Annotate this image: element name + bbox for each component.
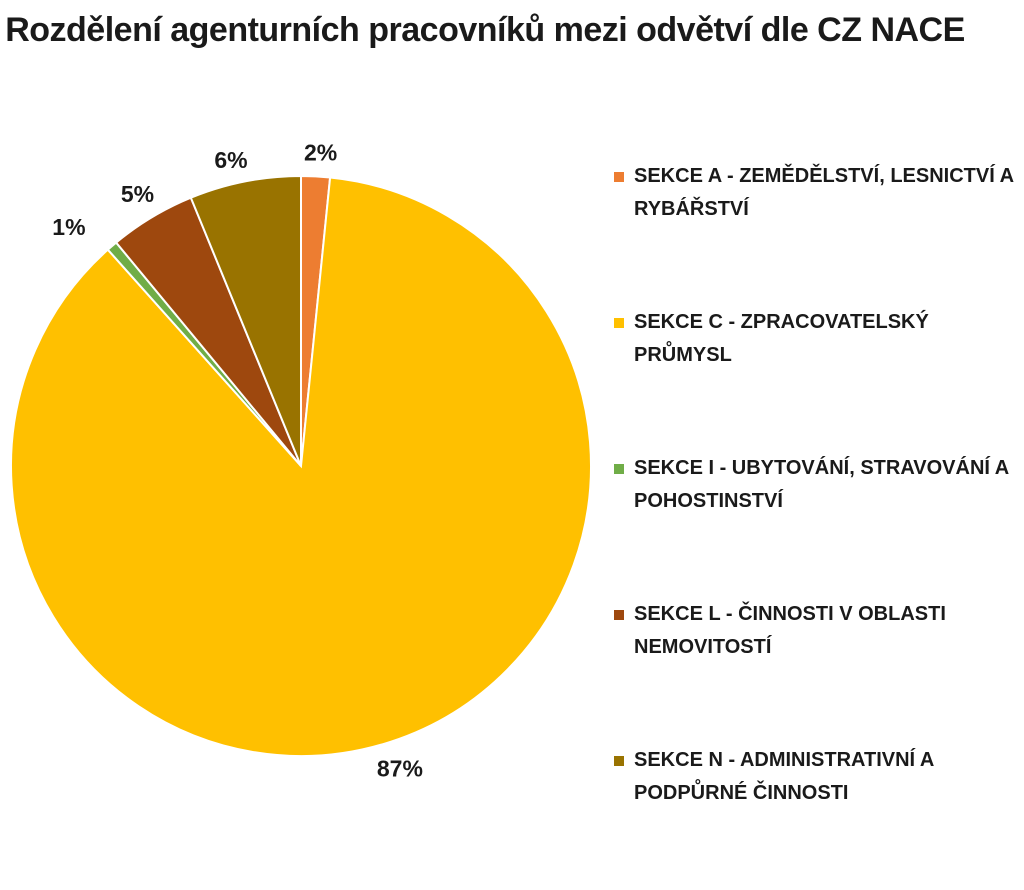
legend-label: SEKCE N - ADMINISTRATIVNÍ A PODPŮRNÉ ČIN…	[634, 749, 934, 804]
legend-label: SEKCE A - ZEMĚDĚLSTVÍ, LESNICTVÍ A RYBÁŘ…	[634, 165, 1014, 220]
legend-swatch	[614, 610, 624, 620]
pie-data-label: 6%	[214, 147, 247, 173]
pie-slice	[10, 176, 592, 757]
legend-label: SEKCE L - ČINNOSTI V OBLASTI NEMOVITOSTÍ	[634, 603, 946, 658]
legend-swatch	[614, 172, 624, 182]
legend-swatch	[614, 756, 624, 766]
pie-data-label: 1%	[52, 214, 85, 240]
legend-item: SEKCE C - ZPRACOVATELSKÝ PRŮMYSL	[614, 306, 1014, 452]
pie-data-label: 5%	[121, 181, 154, 207]
chart-title-text: Rozdělení agenturních pracovníků mezi od…	[5, 11, 965, 49]
legend-swatch	[614, 464, 624, 474]
legend-swatch	[614, 318, 624, 328]
legend-label: SEKCE C - ZPRACOVATELSKÝ PRŮMYSL	[634, 311, 929, 366]
pie-chart: 2% 87% 1% 5% 6%	[10, 139, 592, 781]
legend: SEKCE A - ZEMĚDĚLSTVÍ, LESNICTVÍ A RYBÁŘ…	[614, 160, 1014, 890]
legend-item: SEKCE A - ZEMĚDĚLSTVÍ, LESNICTVÍ A RYBÁŘ…	[614, 160, 1014, 306]
legend-item: SEKCE I - UBYTOVÁNÍ, STRAVOVÁNÍ A POHOST…	[614, 452, 1014, 598]
pie-slice	[189, 174, 302, 467]
pie-data-label: 87%	[377, 755, 423, 781]
pie-data-label: 2%	[304, 139, 337, 165]
legend-label: SEKCE I - UBYTOVÁNÍ, STRAVOVÁNÍ A POHOST…	[634, 457, 1009, 512]
legend-item: SEKCE N - ADMINISTRATIVNÍ A PODPŮRNÉ ČIN…	[614, 744, 1014, 890]
legend-item: SEKCE L - ČINNOSTI V OBLASTI NEMOVITOSTÍ	[614, 598, 1014, 744]
chart-title: Rozdělení agenturních pracovníků mezi od…	[0, 6, 970, 54]
